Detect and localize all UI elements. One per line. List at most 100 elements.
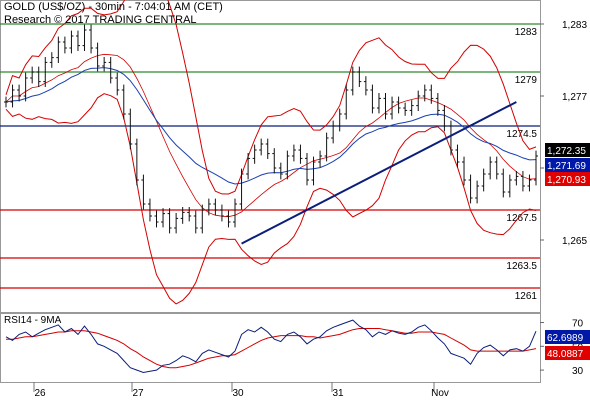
level-label-4: 1263.5 [506, 261, 537, 272]
price-bar-79 [520, 171, 525, 192]
price-bar-65 [429, 84, 434, 104]
price-bar-46 [304, 153, 309, 186]
y-tick-label-3: 1,265 [562, 236, 587, 247]
price-bar-81 [534, 150, 538, 186]
price-bar-47 [311, 156, 316, 186]
price-bar-24 [161, 208, 166, 228]
price-bar-1 [10, 84, 15, 108]
price-bar-21 [141, 174, 146, 210]
price-bar-25 [167, 208, 172, 234]
price-bar-3 [23, 72, 28, 102]
chart-title: GOLD (US$/OZ) - 30min - 7:04:01 AM (CET) [4, 1, 223, 13]
rsi-tag-0 [545, 330, 590, 344]
price-bar-12 [82, 24, 87, 51]
trendline-0 [241, 101, 517, 245]
level-label-2: 1274.5 [506, 129, 537, 140]
price-bar-11 [75, 30, 80, 51]
x-tick-label-4: Nov [431, 388, 449, 399]
price-bar-19 [128, 108, 133, 150]
price-bar-42 [278, 162, 283, 180]
price-bar-26 [174, 213, 179, 234]
price-bar-57 [376, 93, 381, 114]
x-tick-label-1: 27 [132, 388, 144, 399]
bollinger-middle-line [5, 53, 537, 218]
price-bar-27 [180, 207, 185, 224]
bollinger-lower-line [5, 93, 537, 305]
price-bar-48 [318, 150, 323, 168]
price-bar-62 [409, 100, 414, 116]
price-bar-22 [147, 198, 152, 222]
price-bar-23 [154, 210, 159, 228]
price-bar-37 [246, 153, 251, 180]
price-bar-14 [95, 42, 100, 72]
price-bar-60 [396, 96, 401, 114]
price-bar-20 [134, 138, 139, 186]
moving-average-line [5, 67, 537, 185]
price-bar-72 [475, 180, 480, 204]
price-bar-54 [357, 66, 362, 87]
price-bar-61 [403, 102, 408, 116]
price-bar-69 [455, 144, 460, 168]
price-bar-2 [17, 84, 22, 102]
price-bar-70 [462, 156, 467, 186]
price-bar-34 [226, 210, 231, 228]
price-bar-63 [416, 90, 421, 111]
price-bar-67 [442, 105, 447, 132]
price-tag-0 [545, 143, 590, 157]
main-plot-frame [0, 0, 541, 313]
price-bar-74 [488, 156, 493, 180]
level-label-0: 1283 [515, 27, 538, 38]
rsi-tag-label-1: 48.0887 [547, 349, 584, 360]
bollinger-upper-line [5, 0, 537, 195]
price-bar-53 [350, 66, 355, 96]
price-bar-33 [219, 204, 224, 222]
price-bar-50 [331, 120, 336, 144]
price-tag-1 [545, 158, 590, 172]
price-bar-4 [30, 66, 35, 84]
price-bar-29 [193, 210, 198, 234]
price-bar-7 [49, 52, 54, 68]
level-label-5: 1261 [515, 291, 538, 302]
x-tick-label-3: 31 [332, 388, 344, 399]
y-tick-label-0: 1,283 [562, 20, 587, 31]
price-bar-41 [272, 148, 277, 174]
price-bar-44 [291, 144, 296, 162]
chart-subtitle: Research © 2017 TRADING CENTRAL [4, 14, 197, 26]
rsi-line [5, 319, 537, 374]
price-bar-68 [448, 120, 453, 156]
price-bar-71 [468, 174, 473, 204]
price-bar-64 [422, 84, 427, 102]
price-bar-5 [36, 66, 41, 87]
price-tag-label-0: 1,272.35 [547, 146, 586, 157]
price-bar-66 [435, 93, 440, 116]
price-bar-80 [527, 174, 532, 192]
x-tick-label-0: 26 [34, 388, 46, 399]
price-bar-40 [265, 138, 270, 159]
price-bar-36 [239, 168, 244, 210]
price-bar-15 [102, 57, 107, 72]
x-tick-label-2: 30 [232, 388, 244, 399]
price-bar-8 [56, 36, 61, 63]
rsi-tag-label-0: 62.6989 [547, 333, 584, 344]
price-bar-76 [501, 168, 506, 198]
price-bar-38 [252, 144, 257, 164]
rsi-title: RSI14 - 9MA [4, 315, 62, 326]
rsi-y-tick-label-2: 30 [572, 366, 584, 377]
price-bar-13 [89, 24, 94, 54]
rsi-plot-frame [0, 313, 541, 383]
price-tag-2 [545, 172, 590, 186]
price-bar-0 [4, 96, 8, 108]
price-bar-17 [115, 72, 120, 96]
rsi-ma-line [6, 328, 537, 369]
price-bar-52 [344, 84, 349, 120]
price-tag-label-2: 1,270.93 [547, 175, 586, 186]
price-bar-10 [69, 30, 74, 54]
price-bar-75 [494, 156, 499, 180]
price-bar-78 [514, 171, 519, 186]
price-bar-51 [337, 108, 342, 132]
price-bar-43 [285, 150, 290, 180]
level-label-1: 1279 [515, 75, 538, 86]
price-bar-9 [62, 36, 67, 54]
price-bar-35 [233, 198, 238, 228]
